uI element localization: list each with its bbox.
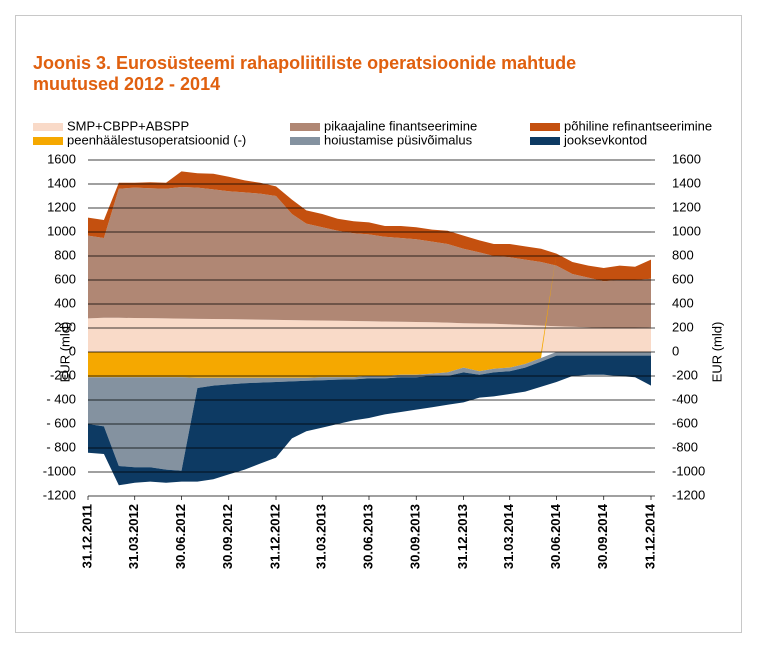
y-tick-label: 600 (54, 271, 76, 286)
y-tick-label: -1200 (43, 487, 76, 502)
y-tick-label: 1200 (47, 199, 76, 214)
legend-label: jooksevkontod (563, 132, 647, 147)
y2-tick-label: -1000 (672, 463, 705, 478)
y-tick-label: 1600 (47, 151, 76, 166)
legend-label: põhiline refinantseerimine (564, 118, 712, 133)
y-tick-label: - 600 (46, 415, 76, 430)
y-tick-label: 0 (69, 343, 76, 358)
y-tick-label: - 800 (46, 439, 76, 454)
legend-swatch (530, 123, 560, 131)
chart-title: muutused 2012 - 2014 (33, 74, 220, 94)
x-tick-label: 30.09.2014 (595, 503, 610, 569)
y-axis-label: EUR (mld) (57, 322, 72, 383)
y2-tick-label: 200 (672, 319, 694, 334)
y2-axis-label: EUR (mld) (709, 322, 724, 383)
y-tick-label: 800 (54, 247, 76, 262)
x-tick-label: 31.12.2012 (267, 504, 282, 569)
y-tick-label: 1000 (47, 223, 76, 238)
x-tick-label: 30.06.2012 (173, 504, 188, 569)
area (88, 171, 651, 282)
legend-swatch (33, 137, 63, 145)
y2-tick-label: 800 (672, 247, 694, 262)
x-tick-label: 31.03.2013 (314, 504, 329, 569)
legend-swatch (530, 137, 560, 145)
area (88, 253, 651, 378)
x-tick-label: 31.03.2014 (501, 503, 516, 569)
y2-tick-label: -600 (672, 415, 698, 430)
area (88, 187, 651, 328)
y2-tick-label: 600 (672, 271, 694, 286)
legend-label: SMP+CBPP+ABSPP (67, 118, 189, 133)
x-tick-label: 31.12.2011 (79, 504, 94, 568)
y2-tick-label: -200 (672, 367, 698, 382)
chart-title: Joonis 3. Eurosüsteemi rahapoliitiliste … (33, 53, 576, 73)
x-tick-label: 30.06.2014 (548, 503, 563, 569)
area (88, 352, 651, 471)
y-tick-label: 200 (54, 319, 76, 334)
x-tick-label: 30.09.2013 (408, 504, 423, 569)
y2-tick-label: 1400 (672, 175, 701, 190)
y2-tick-label: 400 (672, 295, 694, 310)
x-tick-label: 31.12.2014 (642, 503, 657, 569)
area (88, 355, 651, 486)
y2-tick-label: -1200 (672, 487, 705, 502)
y2-tick-label: 0 (672, 343, 679, 358)
y-tick-label: - 400 (46, 391, 76, 406)
x-tick-label: 30.09.2012 (220, 504, 235, 569)
y-tick-label: -200 (50, 367, 76, 382)
y2-tick-label: -800 (672, 439, 698, 454)
y-tick-label: -1000 (43, 463, 76, 478)
legend-swatch (290, 123, 320, 131)
y2-tick-label: -400 (672, 391, 698, 406)
area (88, 317, 651, 352)
x-tick-label: 31.12.2013 (455, 504, 470, 569)
legend-swatch (33, 123, 63, 131)
y-tick-label: 1400 (47, 175, 76, 190)
legend-label: pikaajaline finantseerimine (324, 118, 477, 133)
legend-label: hoiustamise püsivõimalus (324, 132, 473, 147)
legend-label: peenhäälestusoperatsioonid (-) (67, 132, 246, 147)
y-tick-label: 400 (54, 295, 76, 310)
legend-swatch (290, 137, 320, 145)
frame (15, 15, 742, 633)
x-tick-label: 30.06.2013 (360, 504, 375, 569)
y2-tick-label: 1200 (672, 199, 701, 214)
x-tick-label: 31.03.2012 (126, 504, 141, 569)
y2-tick-label: 1000 (672, 223, 701, 238)
y2-tick-label: 1600 (672, 151, 701, 166)
